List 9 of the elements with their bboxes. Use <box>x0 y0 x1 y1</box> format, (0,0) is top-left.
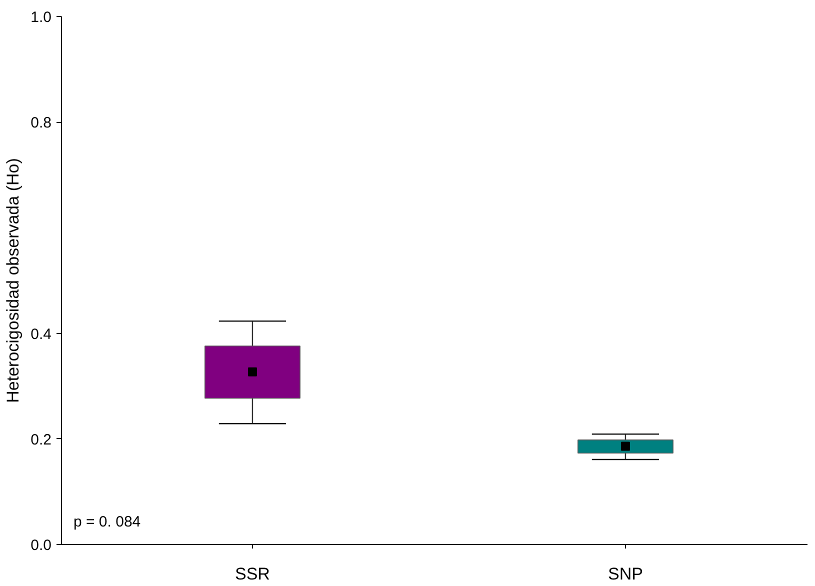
y-tick-label: 1.0 <box>30 9 52 26</box>
y-tick-label: 0.8 <box>30 114 52 132</box>
annotation: p = 0. 084 <box>74 514 141 530</box>
y-tick-label: 0.4 <box>30 326 52 343</box>
y-tick-label: 0.0 <box>30 537 52 554</box>
x-tick-label: SNP <box>608 564 643 584</box>
x-tick-label: SSR <box>235 564 270 584</box>
y-tick-label: 0.2 <box>30 431 52 448</box>
y-axis-title: Heterocigosidad observada (Ho) <box>4 158 23 403</box>
